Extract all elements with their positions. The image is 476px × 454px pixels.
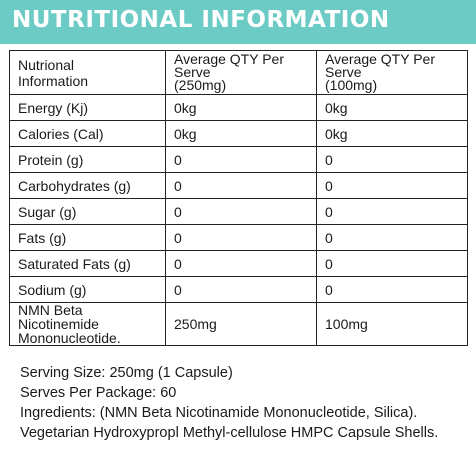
nutrient-name: Calories (Cal): [9, 120, 166, 147]
value-250mg: 0: [165, 250, 317, 277]
page-title: NUTRITIONAL INFORMATION: [12, 7, 390, 33]
value-100mg: 0kg: [316, 94, 468, 121]
table-row: Saturated Fats (g) 0 0: [9, 250, 468, 277]
title-banner: NUTRITIONAL INFORMATION: [0, 0, 476, 44]
value-250mg: 0: [165, 224, 317, 251]
table-row: Protein (g) 0 0: [9, 146, 468, 173]
nutrient-name: Fats (g): [9, 224, 166, 251]
nutrient-name: Energy (Kj): [9, 94, 166, 121]
nutrient-name: Carbohydrates (g): [9, 172, 166, 199]
nutrient-name: Protein (g): [9, 146, 166, 173]
ingredients-line-2: Vegetarian Hydroxypropl Methyl-cellulose…: [20, 425, 439, 441]
value-100mg: 0: [316, 250, 468, 277]
nutrient-name: Sugar (g): [9, 198, 166, 225]
table-row: Calories (Cal) 0kg 0kg: [9, 120, 468, 147]
nutrient-name: Sodium (g): [9, 276, 166, 303]
column-header-250mg: Average QTY Per Serve (250mg): [165, 50, 317, 95]
value-250mg: 0: [165, 172, 317, 199]
value-250mg: 0: [165, 276, 317, 303]
column-header-100mg: Average QTY Per Serve (100mg): [316, 50, 468, 95]
table-row: Energy (Kj) 0kg 0kg: [9, 94, 468, 121]
value-250mg: 250mg: [165, 302, 317, 346]
table-row: Sodium (g) 0 0: [9, 276, 468, 303]
table-row: Carbohydrates (g) 0 0: [9, 172, 468, 199]
value-100mg: 0: [316, 276, 468, 303]
table-header-row: Nutrional Information Average QTY Per Se…: [9, 50, 468, 95]
value-100mg: 0: [316, 224, 468, 251]
value-250mg: 0: [165, 146, 317, 173]
column-header-nutrient: Nutrional Information: [9, 50, 166, 95]
value-250mg: 0kg: [165, 120, 317, 147]
nutrition-table: Nutrional Information Average QTY Per Se…: [9, 50, 468, 346]
value-100mg: 0: [316, 198, 468, 225]
table-row: Fats (g) 0 0: [9, 224, 468, 251]
table-row: NMN Beta Nicotinemide Mononucleotide. 25…: [9, 302, 468, 346]
nutrient-name: Saturated Fats (g): [9, 250, 166, 277]
value-100mg: 0: [316, 146, 468, 173]
value-100mg: 100mg: [316, 302, 468, 346]
ingredients-line-1: Ingredients: (NMN Beta Nicotinamide Mono…: [20, 405, 418, 421]
value-100mg: 0kg: [316, 120, 468, 147]
value-250mg: 0kg: [165, 94, 317, 121]
product-info: Serving Size: 250mg (1 Capsule) Serves P…: [20, 363, 438, 443]
value-250mg: 0: [165, 198, 317, 225]
value-100mg: 0: [316, 172, 468, 199]
table-row: Sugar (g) 0 0: [9, 198, 468, 225]
nutrient-name: NMN Beta Nicotinemide Mononucleotide.: [9, 302, 166, 346]
serving-size: Serving Size: 250mg (1 Capsule): [20, 365, 233, 381]
serves-per-package: Serves Per Package: 60: [20, 385, 177, 401]
